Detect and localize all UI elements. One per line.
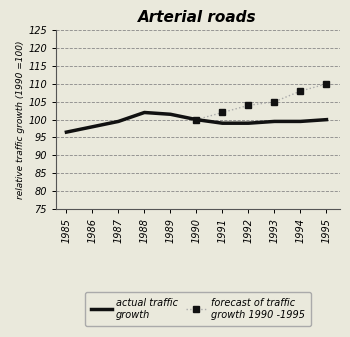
- Legend: actual traffic
growth, forecast of traffic
growth 1990 -1995: actual traffic growth, forecast of traff…: [85, 292, 311, 326]
- Title: Arterial roads: Arterial roads: [139, 10, 257, 25]
- Y-axis label: relative traffic growth (1990 =100): relative traffic growth (1990 =100): [16, 40, 26, 199]
